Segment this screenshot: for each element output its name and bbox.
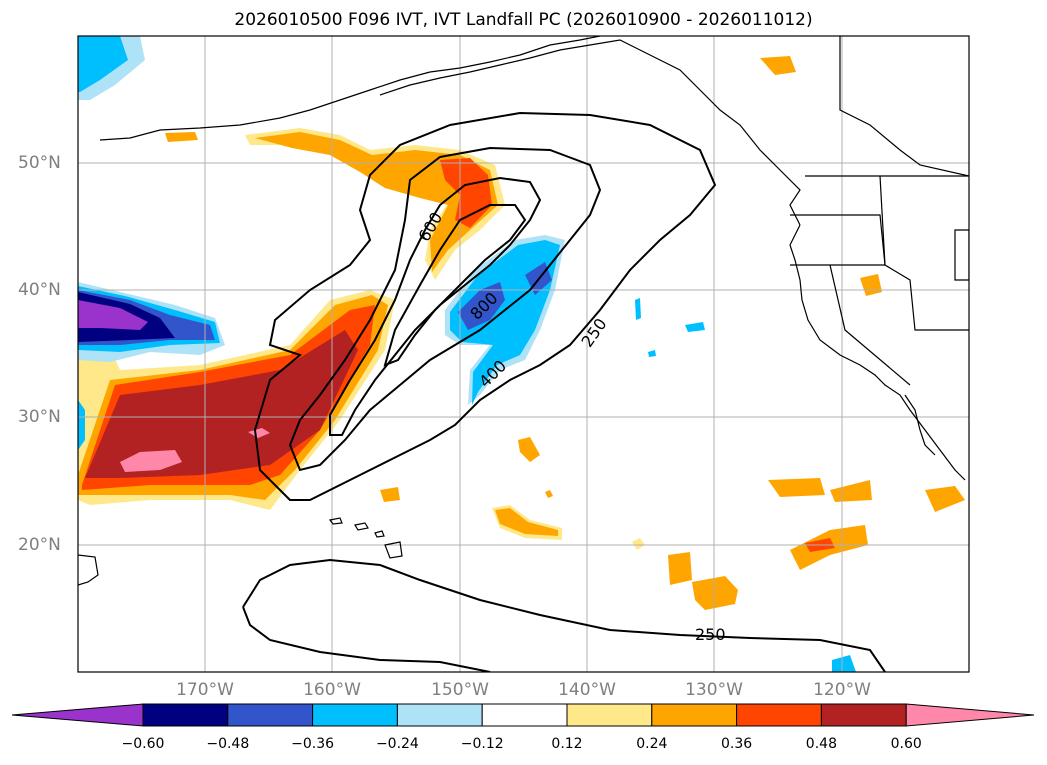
pc-region-positive-patch-4: [545, 490, 553, 498]
coast-sw-fragment: [78, 554, 99, 586]
pc-region-positive-patch-2: [380, 487, 400, 502]
pc-region-positive-west-5: [120, 450, 182, 472]
ivt-contour-250: [253, 111, 717, 501]
pc-region-negative-spot-3: [648, 350, 656, 357]
contour-label-250-south: 250: [695, 625, 726, 644]
colorbar-swatch-4: [396, 703, 483, 727]
island-hawaii-4: [384, 541, 403, 559]
pc-region-negative-sw: [78, 400, 85, 450]
colorbar-tick-6: 0.12: [551, 736, 583, 752]
ivt-contour-800: [383, 204, 527, 367]
lon-label-120w: 120°W: [813, 680, 871, 700]
border-state-2: [879, 175, 969, 331]
colorbar-tick-8: 0.36: [721, 736, 753, 752]
colorbar-tick-4: −0.24: [375, 736, 419, 752]
pc-region-negative-spot-1: [635, 298, 641, 320]
pc-region-positive-patch-7: [692, 576, 738, 610]
colorbar-tick-5: −0.12: [460, 736, 504, 752]
pc-region-positive-patch-3b: [495, 508, 558, 536]
pc-region-positive-patch-9: [830, 480, 872, 502]
lat-label-40n: 40°N: [18, 280, 61, 300]
pc-region-positive-patch-5: [632, 538, 645, 550]
coastlines: [78, 36, 969, 586]
pc-region-positive-patch-13: [760, 56, 796, 75]
pc-region-positive-north-4: [165, 132, 198, 142]
pc-region-negative-central-3: [458, 282, 505, 330]
pc-region-positive-patch-8: [768, 478, 825, 497]
colorbar-tick-2: −0.48: [206, 736, 250, 752]
colorbar-swatch-8: [736, 703, 822, 727]
pc-region-negative-spot-4: [832, 655, 856, 672]
colorbar-tick-9: 0.48: [805, 736, 837, 752]
lon-label-170w: 170°W: [176, 680, 234, 700]
colorbar-tick-1: −0.60: [121, 736, 165, 752]
island-hawaii-3: [374, 530, 385, 538]
colorbar-extend-high: [905, 703, 1035, 727]
border-state-3: [829, 264, 911, 386]
colorbar-swatch-6: [566, 703, 653, 727]
colorbar-swatch-5: [481, 703, 568, 727]
pc-region-positive-west-6: [248, 428, 270, 438]
pc-region-positive-patch-1: [518, 437, 540, 462]
colorbar-tick-3: −0.36: [291, 736, 335, 752]
coastline-alaska-south: [379, 39, 801, 226]
shaded-field: [78, 36, 965, 672]
coastline-west-us: [789, 224, 966, 481]
lon-label-140w: 140°W: [558, 680, 616, 700]
pc-region-positive-north-2: [255, 132, 498, 272]
map-frame: [77, 35, 970, 673]
colorbar-swatch-1: [142, 703, 229, 727]
ivt-contour-250-south: [242, 558, 886, 672]
ivt-contour-250-south-left: [242, 606, 491, 672]
colorbar: [11, 703, 1035, 727]
colorbar-tick-7: 0.24: [636, 736, 668, 752]
colorbar-swatch-7: [651, 703, 738, 727]
lon-label-130w: 130°W: [685, 680, 743, 700]
border-state-1: [790, 214, 886, 266]
colorbar-swatch-9: [820, 703, 907, 727]
lat-label-30n: 30°N: [18, 407, 61, 427]
border-state-4: [954, 229, 969, 281]
lat-label-50n: 50°N: [18, 153, 61, 173]
pc-region-negative-nw-2: [78, 36, 128, 92]
pc-region-positive-patch-6: [668, 552, 692, 585]
pc-region-negative-west-5: [78, 300, 148, 330]
lon-label-150w: 150°W: [431, 680, 489, 700]
colorbar-tick-10: 0.60: [890, 736, 922, 752]
ivt-contours: [242, 111, 886, 672]
colorbar-extend-low: [11, 703, 144, 727]
lat-label-20n: 20°N: [18, 535, 61, 555]
lon-label-160w: 160°W: [303, 680, 361, 700]
colorbar-swatch-2: [227, 703, 314, 727]
island-hawaii-2: [354, 522, 369, 531]
gridlines: [78, 36, 969, 672]
coastline-alaska-aleutians: [99, 36, 601, 141]
pc-region-positive-patch-11: [925, 486, 965, 512]
pc-region-negative-spot-2: [685, 322, 705, 332]
pc-region-positive-west-4: [85, 330, 358, 478]
colorbar-swatch-3: [312, 703, 398, 727]
map-title: 2026010500 F096 IVT, IVT Landfall PC (20…: [234, 10, 813, 30]
border-canada: [839, 36, 969, 177]
coastline-baja: [904, 394, 936, 456]
ivt-contour-400: [288, 146, 602, 472]
island-hawaii-1: [328, 517, 343, 525]
